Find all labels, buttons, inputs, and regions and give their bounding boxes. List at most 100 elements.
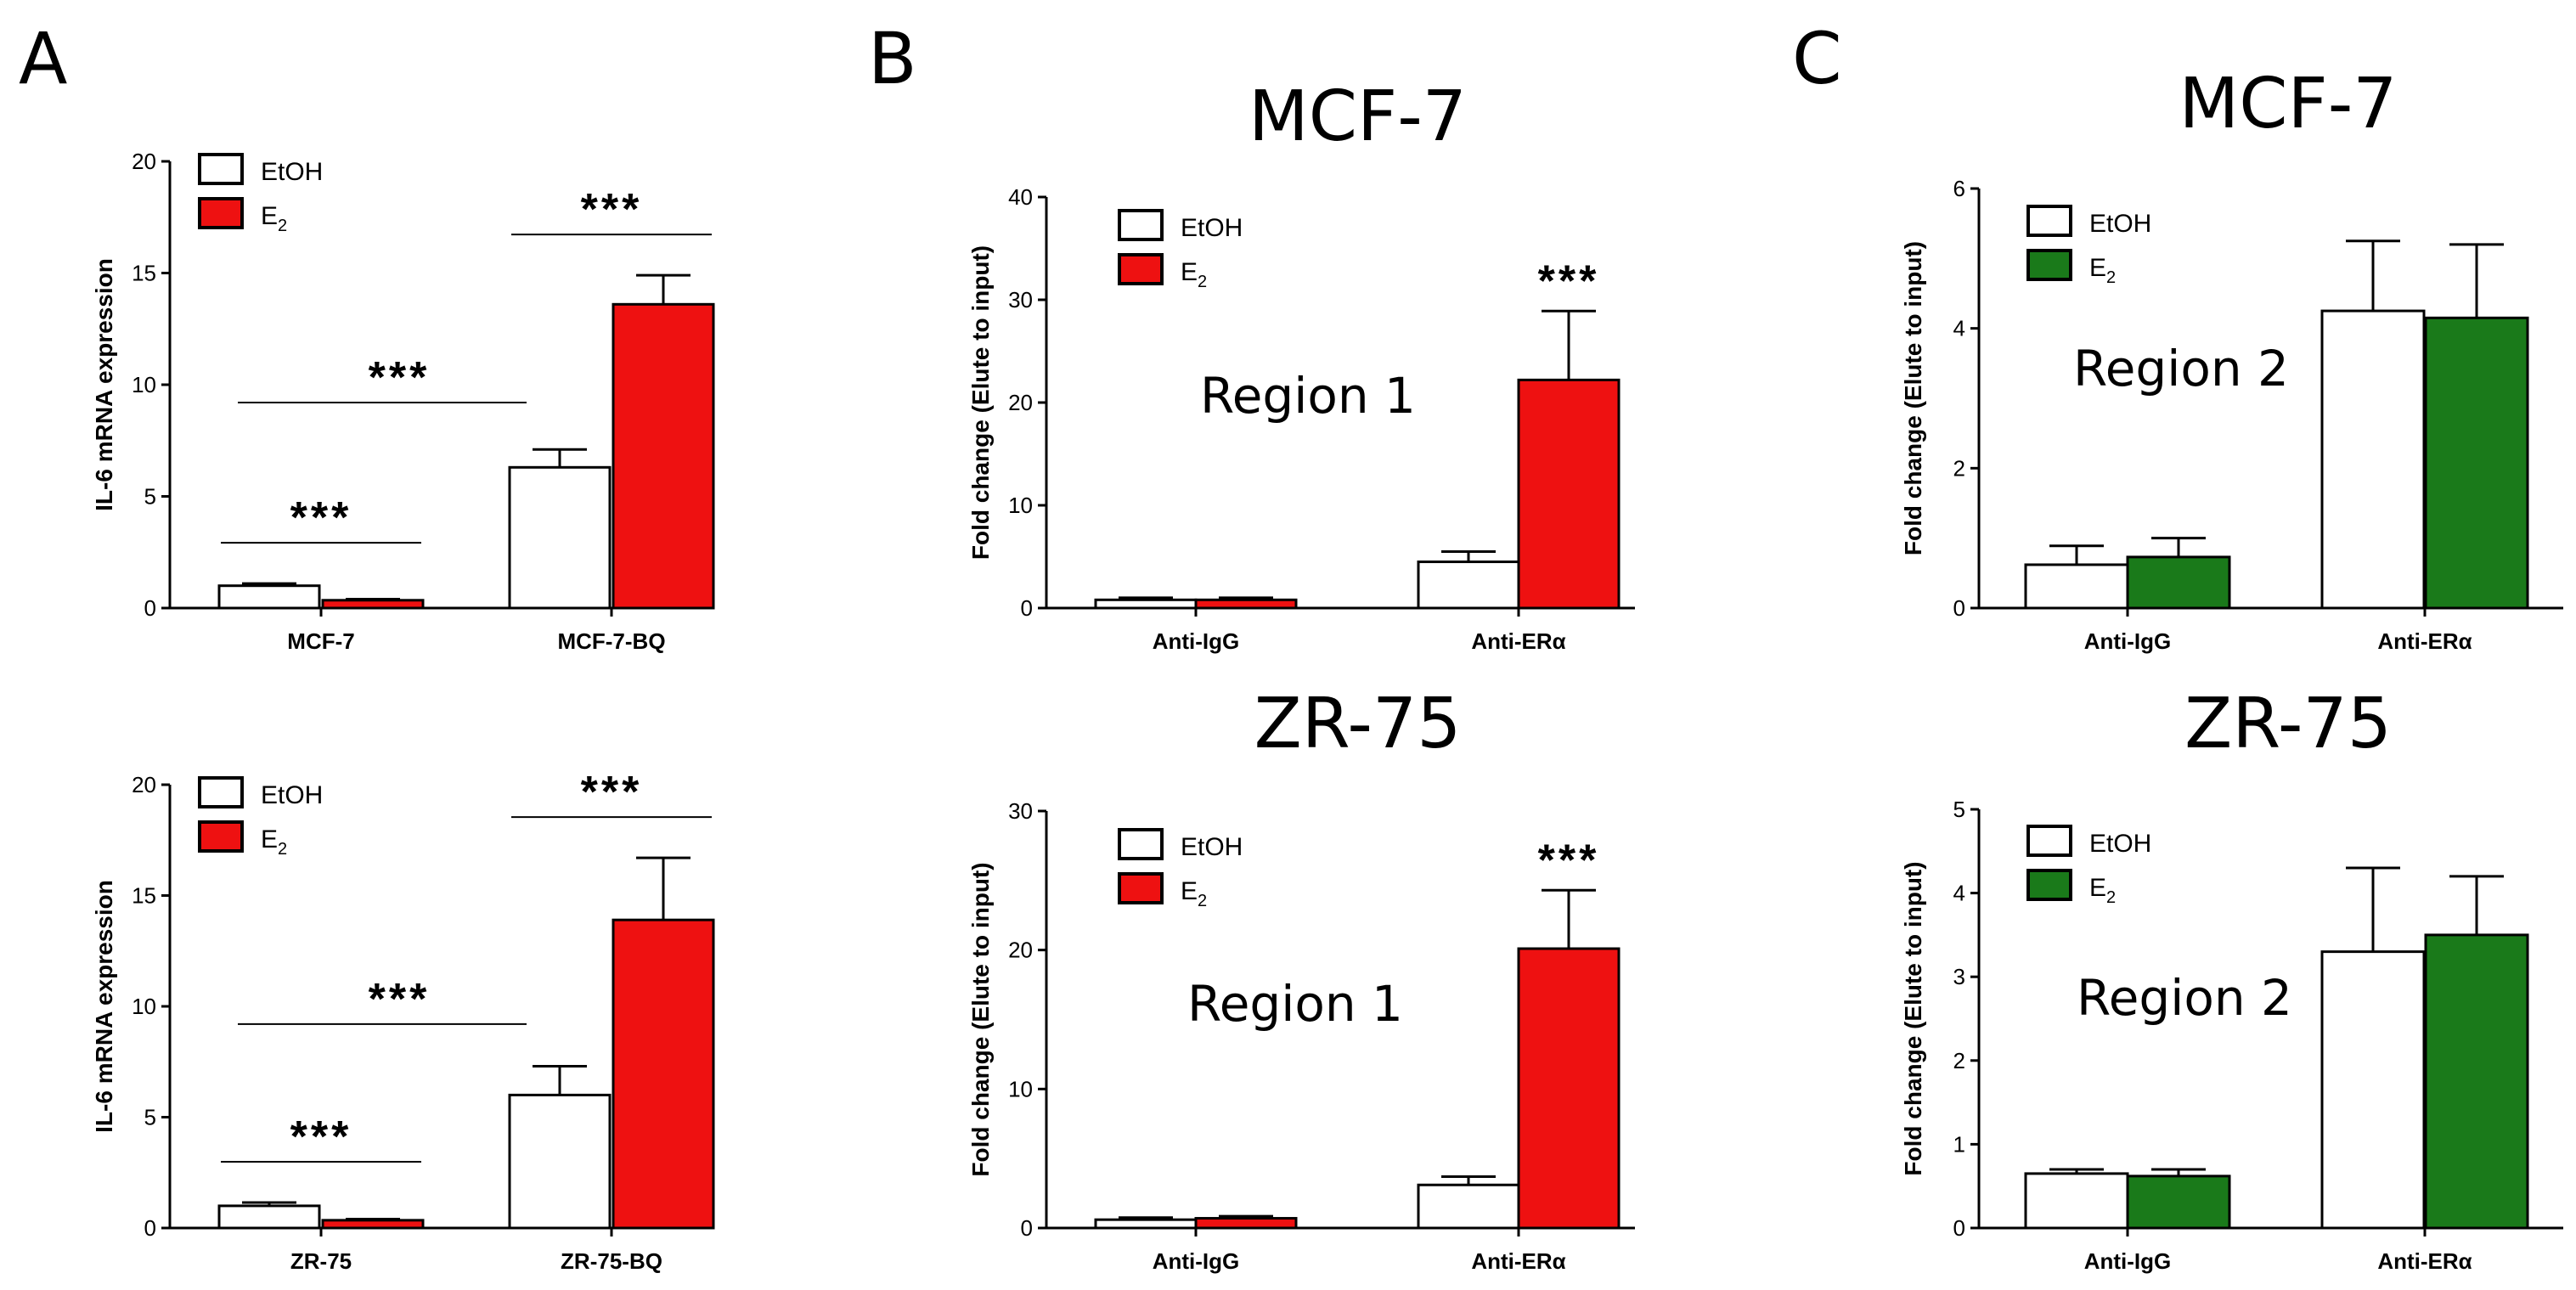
x-tick-label: Anti-IgG xyxy=(2084,628,2172,654)
y-tick-label: 2 xyxy=(1953,455,1965,481)
bar xyxy=(1094,1218,1198,1230)
y-tick-label: 15 xyxy=(132,883,156,909)
y-tick-label: 10 xyxy=(132,994,156,1019)
y-tick-label: 20 xyxy=(132,149,156,174)
chart-b-bottom: ZR-75 Region 1 0 10 20 30 Fold change (Elute t… xyxy=(967,684,1635,1274)
x-tick-label: MCF-7 xyxy=(287,628,354,654)
legend: EtOH E2 xyxy=(198,153,323,235)
bar xyxy=(2320,950,2426,1230)
chart-title: ZR-75 xyxy=(1254,684,1462,764)
significance-stars: *** xyxy=(369,353,431,403)
bar xyxy=(321,599,425,610)
x-tick-label: ZR-75 xyxy=(290,1248,352,1274)
bar xyxy=(1194,598,1298,610)
panel-label-b: B xyxy=(868,17,917,100)
y-tick-label: 10 xyxy=(1008,493,1033,518)
legend-swatch xyxy=(2026,825,2072,857)
bar xyxy=(2424,933,2529,1230)
bar xyxy=(217,1204,321,1230)
region-label: Region 1 xyxy=(1187,975,1403,1033)
y-axis-label: IL-6 mRNA expression xyxy=(91,880,117,1133)
x-tick-label: Anti-IgG xyxy=(2084,1248,2172,1274)
legend: EtOH E2 xyxy=(2026,825,2151,907)
legend-swatch xyxy=(1118,209,1164,241)
legend-swatch xyxy=(2026,249,2072,281)
legend-label: EtOH xyxy=(261,781,323,809)
bar xyxy=(217,584,321,610)
y-tick-label: 4 xyxy=(1953,316,1965,341)
y-tick-label: 2 xyxy=(1953,1048,1965,1073)
legend-label: EtOH xyxy=(2089,210,2151,238)
significance-stars: *** xyxy=(290,493,352,543)
y-tick-label: 20 xyxy=(1008,938,1033,963)
bar xyxy=(1417,561,1520,610)
x-tick-label: ZR-75-BQ xyxy=(561,1248,662,1274)
legend-label: E2 xyxy=(2089,254,2116,287)
y-tick-label: 0 xyxy=(1953,1215,1965,1241)
significance-stars: *** xyxy=(581,185,643,234)
bar xyxy=(2320,309,2426,610)
legend-label: E2 xyxy=(2089,874,2116,907)
legend-label: EtOH xyxy=(261,158,323,186)
bar xyxy=(2126,1175,2231,1230)
legend-label: E2 xyxy=(1181,258,1207,291)
y-tick-label: 0 xyxy=(1021,595,1033,621)
legend-swatch xyxy=(198,776,244,808)
chart-title: ZR-75 xyxy=(2184,684,2392,764)
x-tick-label: Anti-IgG xyxy=(1153,628,1240,654)
chart-b-top: MCF-7 Region 1 0 10 20 30 40 Fold change (Elute… xyxy=(967,76,1635,654)
chart-title: MCF-7 xyxy=(2179,64,2398,144)
y-tick-label: 20 xyxy=(132,772,156,797)
legend-swatch xyxy=(198,153,244,185)
legend-label: EtOH xyxy=(1181,833,1243,861)
bar xyxy=(1094,598,1198,610)
legend-swatch xyxy=(198,820,244,853)
y-tick-label: 5 xyxy=(144,484,156,510)
legend-label: E2 xyxy=(261,202,287,235)
y-tick-label: 30 xyxy=(1008,798,1033,824)
bar xyxy=(2126,555,2231,610)
significance-stars: *** xyxy=(369,975,431,1024)
region-label: Region 1 xyxy=(1200,367,1416,425)
y-tick-label: 10 xyxy=(132,372,156,397)
legend-label: E2 xyxy=(1181,877,1207,910)
bar xyxy=(1517,378,1621,610)
y-tick-label: 6 xyxy=(1953,176,1965,201)
legend-swatch xyxy=(1118,872,1164,904)
bar xyxy=(321,1219,425,1230)
y-axis-label: Fold change (Elute to input) xyxy=(1900,241,1926,555)
chart-c-top: MCF-7 Region 2 0 2 4 6 Fold change (Elute to i… xyxy=(1900,64,2563,654)
legend-label: E2 xyxy=(261,825,287,859)
x-tick-label: Anti-ERα xyxy=(2377,1248,2472,1274)
x-tick-label: Anti-ERα xyxy=(2377,628,2472,654)
bar xyxy=(612,302,715,610)
legend-label: EtOH xyxy=(1181,214,1243,242)
y-axis-label: Fold change (Elute to input) xyxy=(967,245,994,560)
bar xyxy=(2024,1172,2129,1230)
significance-stars: *** xyxy=(581,768,643,817)
legend-swatch xyxy=(198,197,244,229)
significance-stars: *** xyxy=(290,1113,352,1162)
legend: EtOH E2 xyxy=(198,776,323,859)
legend: EtOH E2 xyxy=(2026,205,2151,287)
y-tick-label: 0 xyxy=(1021,1215,1033,1241)
y-tick-label: 15 xyxy=(132,261,156,286)
legend-label: EtOH xyxy=(2089,830,2151,858)
bar xyxy=(1194,1217,1298,1230)
legend: EtOH E2 xyxy=(1118,828,1243,910)
significance-stars: *** xyxy=(1538,256,1600,306)
y-axis-label: Fold change (Elute to input) xyxy=(967,862,994,1176)
x-tick-label: Anti-IgG xyxy=(1153,1248,1240,1274)
region-label: Region 2 xyxy=(2077,969,2292,1027)
chart-a-top: 0 5 10 15 20 IL-6 mRNA expression MCF-7 MCF-7-B… xyxy=(91,149,715,654)
y-tick-label: 20 xyxy=(1008,390,1033,415)
chart-a-bottom: 0 5 10 15 20 IL-6 mRNA expression ZR-75 ZR-75-B… xyxy=(91,768,715,1274)
y-tick-label: 3 xyxy=(1953,964,1965,989)
region-label: Region 2 xyxy=(2073,340,2289,397)
panel-label-a: A xyxy=(19,17,68,100)
bar xyxy=(2024,563,2129,610)
bar xyxy=(612,918,715,1230)
y-tick-label: 0 xyxy=(1953,595,1965,621)
